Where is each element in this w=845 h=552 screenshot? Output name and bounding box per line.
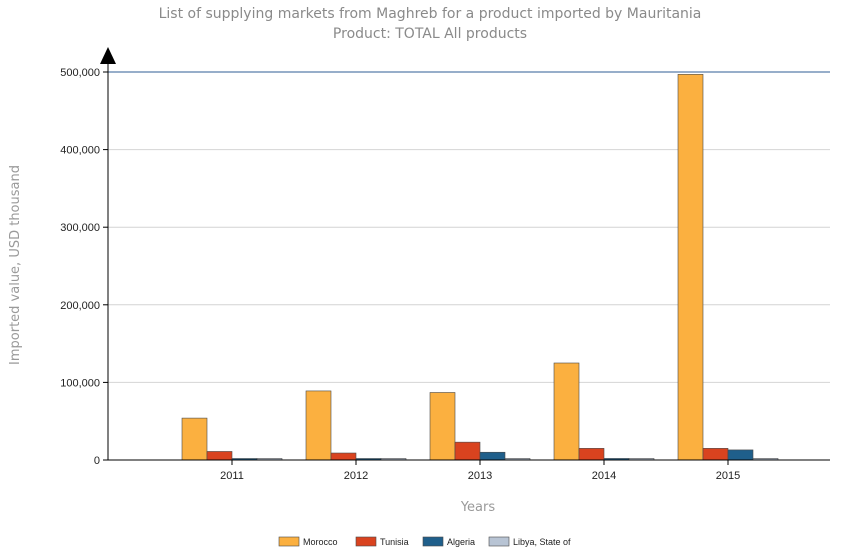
bars <box>182 74 778 460</box>
bar-tunisia-2012 <box>331 453 356 460</box>
bar-morocco-2013 <box>430 392 455 460</box>
x-tick-label: 2012 <box>344 470 368 482</box>
chart-subtitle: Product: TOTAL All products <box>333 26 527 42</box>
legend-swatch-tunisia <box>356 537 376 546</box>
y-tick-label: 100,000 <box>60 377 100 389</box>
bar-morocco-2011 <box>182 418 207 460</box>
bar-algeria-2013 <box>480 452 505 460</box>
bar-tunisia-2011 <box>207 451 232 460</box>
x-tick-label: 2013 <box>468 470 492 482</box>
chart-title: List of supplying markets from Maghreb f… <box>159 6 702 22</box>
legend-swatch-algeria <box>423 537 443 546</box>
y-tick-label: 0 <box>94 455 100 467</box>
y-axis-ticks: 0 100,000 200,000 300,000 400,000 500,000 <box>60 67 108 467</box>
bar-morocco-2014 <box>554 363 579 460</box>
bar-morocco-2012 <box>306 391 331 460</box>
x-axis-title: Years <box>460 500 496 515</box>
bar-tunisia-2015 <box>703 448 728 460</box>
legend-label: Morocco <box>303 537 338 547</box>
bar-algeria-2015 <box>728 450 753 460</box>
x-tick-label: 2014 <box>592 470 616 482</box>
x-tick-label: 2015 <box>716 470 740 482</box>
legend-label: Libya, State of <box>513 537 571 547</box>
legend-label: Tunisia <box>380 537 409 547</box>
y-tick-label: 200,000 <box>60 300 100 312</box>
legend-label: Algeria <box>447 537 475 547</box>
gridlines <box>108 72 830 382</box>
y-tick-label: 300,000 <box>60 222 100 234</box>
bar-tunisia-2014 <box>579 448 604 460</box>
x-tick-label: 2011 <box>220 470 244 482</box>
y-tick-label: 400,000 <box>60 145 100 157</box>
y-axis-arrow-icon <box>100 47 116 64</box>
legend: Morocco Tunisia Algeria Libya, State of <box>279 537 571 547</box>
y-tick-label: 500,000 <box>60 67 100 79</box>
bar-tunisia-2013 <box>455 442 480 460</box>
x-axis-ticks: 2011 2012 2013 2014 2015 <box>220 460 740 482</box>
legend-swatch-libya-state-of <box>489 537 509 546</box>
y-axis-title: Imported value, USD thousand <box>8 165 23 365</box>
legend-swatch-morocco <box>279 537 299 546</box>
bar-morocco-2015 <box>678 74 703 460</box>
